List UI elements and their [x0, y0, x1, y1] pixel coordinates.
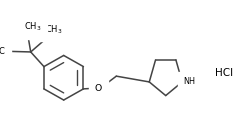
- Text: NH: NH: [183, 77, 195, 86]
- Text: CH$_3$: CH$_3$: [45, 23, 63, 36]
- Text: HCl: HCl: [216, 68, 233, 78]
- Text: H$_3$C: H$_3$C: [0, 45, 5, 58]
- Text: O: O: [95, 84, 102, 93]
- Text: CH$_3$: CH$_3$: [24, 21, 41, 33]
